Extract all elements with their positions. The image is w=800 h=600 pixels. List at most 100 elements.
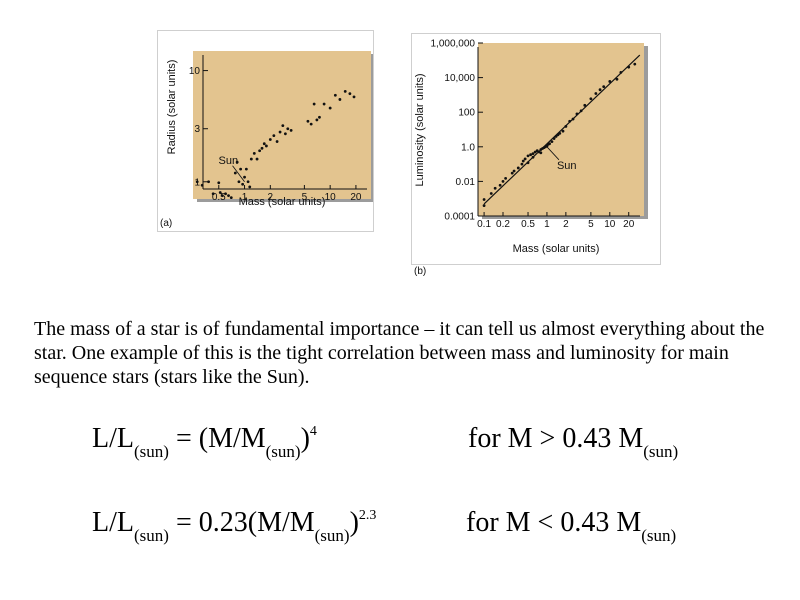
data-point (207, 180, 210, 184)
data-point (539, 151, 543, 155)
data-point (318, 115, 321, 119)
eq1-exponent: 4 (309, 424, 317, 439)
data-point (262, 142, 266, 146)
x-tick-label: 0.5 (212, 192, 226, 203)
equation-low-mass: L/L(sun) = 0.23(M/M(sun))2.3 (92, 507, 377, 545)
data-point (571, 117, 575, 121)
data-point (526, 154, 530, 158)
eq2-condition: for M < 0.43 M (466, 507, 642, 538)
data-point (548, 142, 551, 146)
x-tick-label: 5 (302, 192, 308, 203)
y-tick-label: 10,000 (444, 73, 475, 84)
x-axis-label-b: Mass (solar units) (513, 243, 600, 255)
x-tick-label: 1 (242, 192, 248, 203)
data-point (309, 122, 313, 126)
data-point (512, 169, 516, 173)
eq1-rhs-sub: (sun) (265, 442, 301, 461)
annotation-label: Sun (557, 160, 577, 172)
x-tick-label: 2 (563, 219, 569, 230)
data-point (482, 204, 486, 207)
data-point (516, 166, 520, 170)
data-point (561, 129, 565, 133)
data-point (275, 140, 279, 143)
mass-radius-chart: 0.512510201310Sun Mass (solar units) Rad… (160, 51, 375, 229)
data-point (227, 194, 230, 198)
data-point (520, 162, 524, 166)
data-point (312, 102, 316, 106)
data-point (237, 180, 241, 184)
x-tick-label: 10 (604, 219, 616, 230)
data-point (594, 92, 598, 95)
data-point (244, 167, 248, 171)
data-point (281, 124, 285, 128)
figure-b-frame: 0.1 0.2 0.5 1 2 5 10 20 0.0001 0.01 1.0 100 10,000 1,… (411, 33, 661, 277)
x-tick-label: 20 (623, 219, 635, 230)
data-point (272, 134, 276, 138)
data-point (589, 97, 593, 101)
y-axis-label-a: Radius (solar units) (166, 60, 178, 155)
data-point (258, 149, 262, 153)
data-point (252, 151, 256, 155)
y-tick-label: 0.0001 (444, 212, 475, 223)
data-point (619, 70, 623, 74)
eq2-close: ) (349, 507, 359, 538)
eq2-exponent: 2.3 (358, 508, 377, 523)
condition-high-mass: for M > 0.43 M(sun) (468, 423, 678, 461)
eq1-lhs: L/L (92, 423, 134, 454)
eq1-lhs-sub: (sun) (134, 442, 169, 461)
data-point (510, 171, 514, 175)
y-tick-label: 0.01 (456, 177, 476, 188)
data-point (200, 183, 204, 187)
data-point (579, 109, 583, 113)
x-tick-label: 0.5 (521, 219, 535, 230)
data-point (531, 155, 535, 159)
figure-a-frame: 0.512510201310Sun Mass (solar units) Rad… (157, 30, 375, 232)
data-point (233, 171, 237, 175)
annotation-label: Sun (219, 155, 239, 167)
y-tick-label: 1,000,000 (431, 39, 476, 50)
data-point (322, 102, 326, 106)
y-tick-label: 10 (189, 66, 201, 77)
data-point (615, 77, 619, 81)
eq1-rhs: = (M/M (168, 423, 266, 454)
plot-b-area (478, 43, 644, 216)
data-point (564, 125, 568, 128)
data-point (278, 130, 282, 134)
data-point (235, 160, 239, 164)
data-point (529, 153, 533, 157)
mass-luminosity-chart: 0.1 0.2 0.5 1 2 5 10 20 0.0001 0.01 1.0 100 10,000 1,… (414, 39, 648, 255)
data-point (598, 88, 602, 92)
panel-label-b-text: (b) (414, 266, 427, 277)
data-point (602, 85, 606, 89)
data-point (315, 118, 319, 122)
y-tick-label: 1.0 (461, 142, 475, 153)
data-point (583, 103, 587, 107)
data-point (220, 194, 224, 198)
eq2-condition-sub: (sun) (641, 526, 677, 545)
x-tick-label: 20 (350, 192, 362, 203)
data-point (550, 140, 554, 143)
data-point (575, 112, 579, 116)
data-point (558, 131, 562, 135)
data-point (343, 89, 347, 93)
x-tick-label: 10 (325, 192, 337, 203)
data-point (217, 181, 221, 185)
eq2-lhs: L/L (92, 507, 134, 538)
equation-high-mass: L/L(sun) = (M/M(sun))4 (92, 423, 317, 461)
data-point (554, 134, 558, 138)
data-point (249, 157, 253, 161)
data-point (523, 157, 527, 161)
data-point (493, 186, 497, 190)
data-point (482, 198, 486, 201)
data-point (229, 196, 233, 200)
data-point (260, 146, 264, 150)
x-tick-label: 2 (268, 192, 274, 203)
data-point (283, 132, 287, 136)
eq1-condition: for M > 0.43 M (468, 423, 644, 454)
data-point (352, 95, 356, 99)
eq2-lhs-sub: (sun) (134, 526, 169, 545)
data-point (264, 144, 268, 148)
data-point (504, 176, 508, 180)
eq2-rhs-sub: (sun) (314, 526, 350, 545)
y-axis-label-b: Luminosity (solar units) (414, 73, 426, 186)
